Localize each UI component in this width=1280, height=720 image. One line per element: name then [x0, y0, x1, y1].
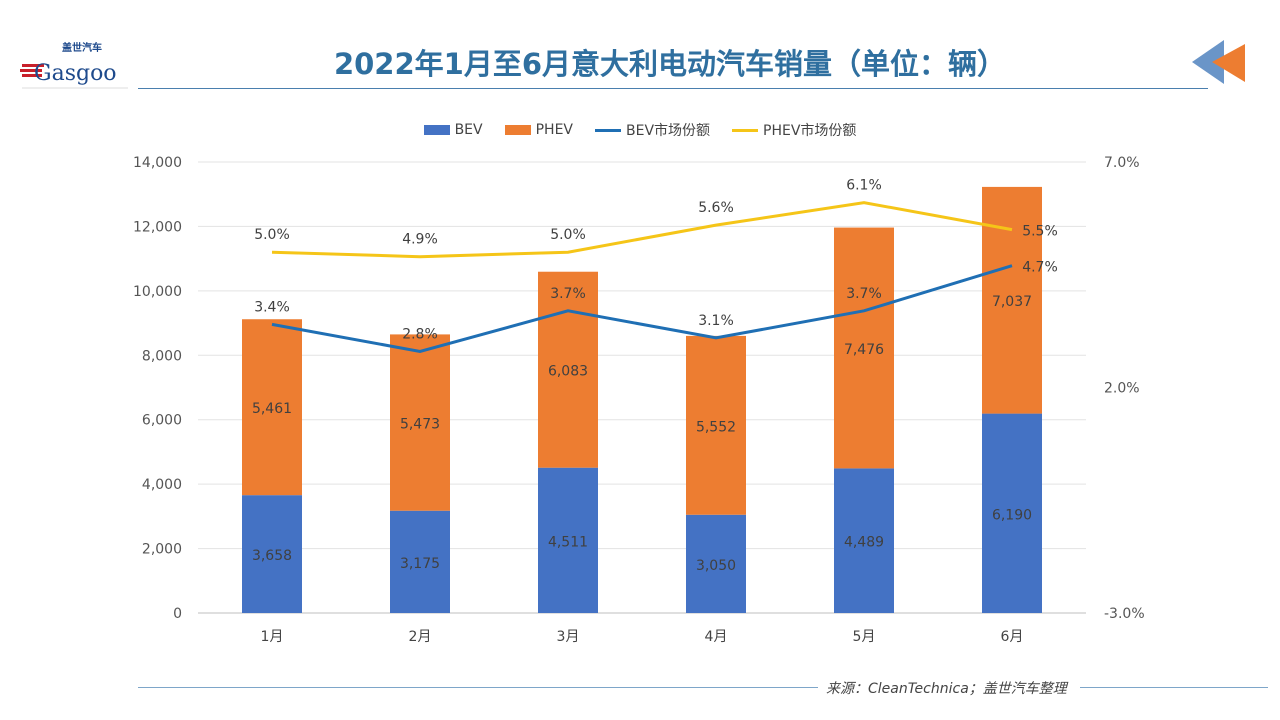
- divider: [138, 88, 1208, 89]
- data-label: 5.0%: [254, 227, 290, 243]
- data-label: 3,175: [400, 556, 440, 572]
- divider: [138, 687, 818, 688]
- x-tick-label: 3月: [557, 629, 580, 645]
- data-label: 3.7%: [846, 286, 882, 302]
- y2-tick-label: -3.0%: [1104, 606, 1145, 622]
- legend: BEV PHEV BEV市场份额 PHEV市场份额: [0, 120, 1280, 140]
- y-tick-label: 8,000: [142, 348, 182, 364]
- y2-tick-label: 2.0%: [1104, 381, 1140, 397]
- bar-bev: [686, 514, 746, 613]
- divider: [1080, 687, 1268, 688]
- x-tick-label: 1月: [261, 629, 284, 645]
- x-tick-label: 4月: [705, 629, 728, 645]
- bar-bev: [390, 510, 450, 613]
- legend-bev-share: BEV市场份额: [595, 120, 710, 140]
- data-label: 2.8%: [402, 326, 438, 342]
- y-tick-label: 10,000: [133, 284, 182, 300]
- svg-text:Gasgoo: Gasgoo: [34, 61, 117, 86]
- x-tick-label: 5月: [853, 629, 876, 645]
- data-label: 3.4%: [254, 299, 290, 315]
- bar-phev: [390, 334, 450, 511]
- data-label: 4,511: [548, 534, 588, 550]
- data-label: 3.1%: [698, 313, 734, 329]
- bar-phev: [834, 227, 894, 469]
- line-phev-share: [271, 201, 1013, 259]
- data-label: 5.6%: [698, 200, 734, 216]
- bar-bev: [834, 468, 894, 613]
- bar-bev: [242, 495, 302, 613]
- data-label: 5,552: [696, 419, 736, 435]
- data-label: 5,461: [252, 401, 292, 417]
- data-label: 5,473: [400, 417, 440, 433]
- bar-phev: [242, 319, 302, 496]
- data-label: 3,658: [252, 548, 292, 564]
- data-label: 7,476: [844, 342, 884, 358]
- bar-bev: [982, 413, 1042, 613]
- data-label: 5.0%: [550, 227, 586, 243]
- gasgoo-logo: Gasgoo 盖世汽车: [20, 41, 128, 89]
- x-tick-label: 6月: [1001, 629, 1024, 645]
- svg-text:盖世汽车: 盖世汽车: [62, 41, 102, 54]
- data-label: 4,489: [844, 535, 884, 551]
- y-tick-label: 12,000: [133, 219, 182, 235]
- data-label: 4.9%: [402, 232, 438, 248]
- data-label: 5.5%: [1022, 224, 1058, 240]
- bar-phev: [538, 271, 598, 468]
- line-bev-share: [271, 264, 1013, 353]
- data-label: 6.1%: [846, 178, 882, 194]
- arrow-decoration-icon: [1192, 40, 1245, 84]
- page-title: 2022年1月至6月意大利电动汽车销量（单位：辆）: [333, 47, 1007, 81]
- y-tick-label: 2,000: [142, 542, 182, 558]
- bar-bev: [538, 467, 598, 613]
- y-tick-label: 6,000: [142, 413, 182, 429]
- y-tick-label: 14,000: [133, 155, 182, 171]
- data-label: 7,037: [992, 294, 1032, 310]
- legend-phev-share: PHEV市场份额: [732, 120, 856, 140]
- data-label: 4.7%: [1022, 260, 1058, 276]
- data-label: 6,083: [548, 364, 588, 380]
- data-label: 6,190: [992, 507, 1032, 523]
- data-label: 3,050: [696, 558, 736, 574]
- legend-phev: PHEV: [504, 120, 573, 140]
- y-tick-label: 4,000: [142, 477, 182, 493]
- data-label: 3.7%: [550, 286, 586, 302]
- bar-phev: [686, 335, 746, 515]
- y-tick-label: 0: [173, 606, 182, 622]
- x-tick-label: 2月: [409, 629, 432, 645]
- legend-bev: BEV: [423, 120, 483, 140]
- source-note: 来源：CleanTechnica；盖世汽车整理: [822, 678, 1071, 698]
- y2-tick-label: 7.0%: [1104, 155, 1140, 171]
